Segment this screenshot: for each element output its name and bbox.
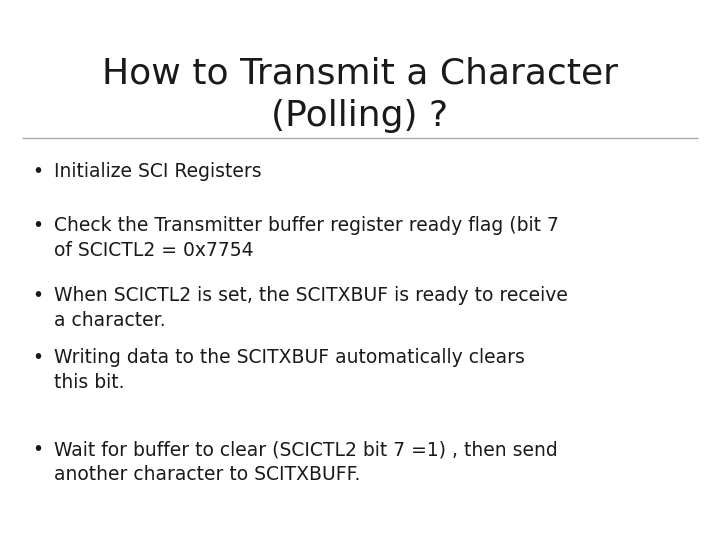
Text: Check the Transmitter buffer register ready flag (bit 7
of SCICTL2 = 0x7754: Check the Transmitter buffer register re…	[54, 216, 559, 260]
Text: •: •	[32, 286, 43, 305]
Text: Writing data to the SCITXBUF automatically clears
this bit.: Writing data to the SCITXBUF automatical…	[54, 348, 525, 392]
Text: When SCICTL2 is set, the SCITXBUF is ready to receive
a character.: When SCICTL2 is set, the SCITXBUF is rea…	[54, 286, 568, 330]
Text: •: •	[32, 348, 43, 367]
Text: How to Transmit a Character
(Polling) ?: How to Transmit a Character (Polling) ?	[102, 57, 618, 133]
Text: •: •	[32, 162, 43, 181]
Text: •: •	[32, 440, 43, 459]
Text: Initialize SCI Registers: Initialize SCI Registers	[54, 162, 261, 181]
Text: Wait for buffer to clear (SCICTL2 bit 7 =1) , then send
another character to SCI: Wait for buffer to clear (SCICTL2 bit 7 …	[54, 440, 558, 484]
Text: •: •	[32, 216, 43, 235]
